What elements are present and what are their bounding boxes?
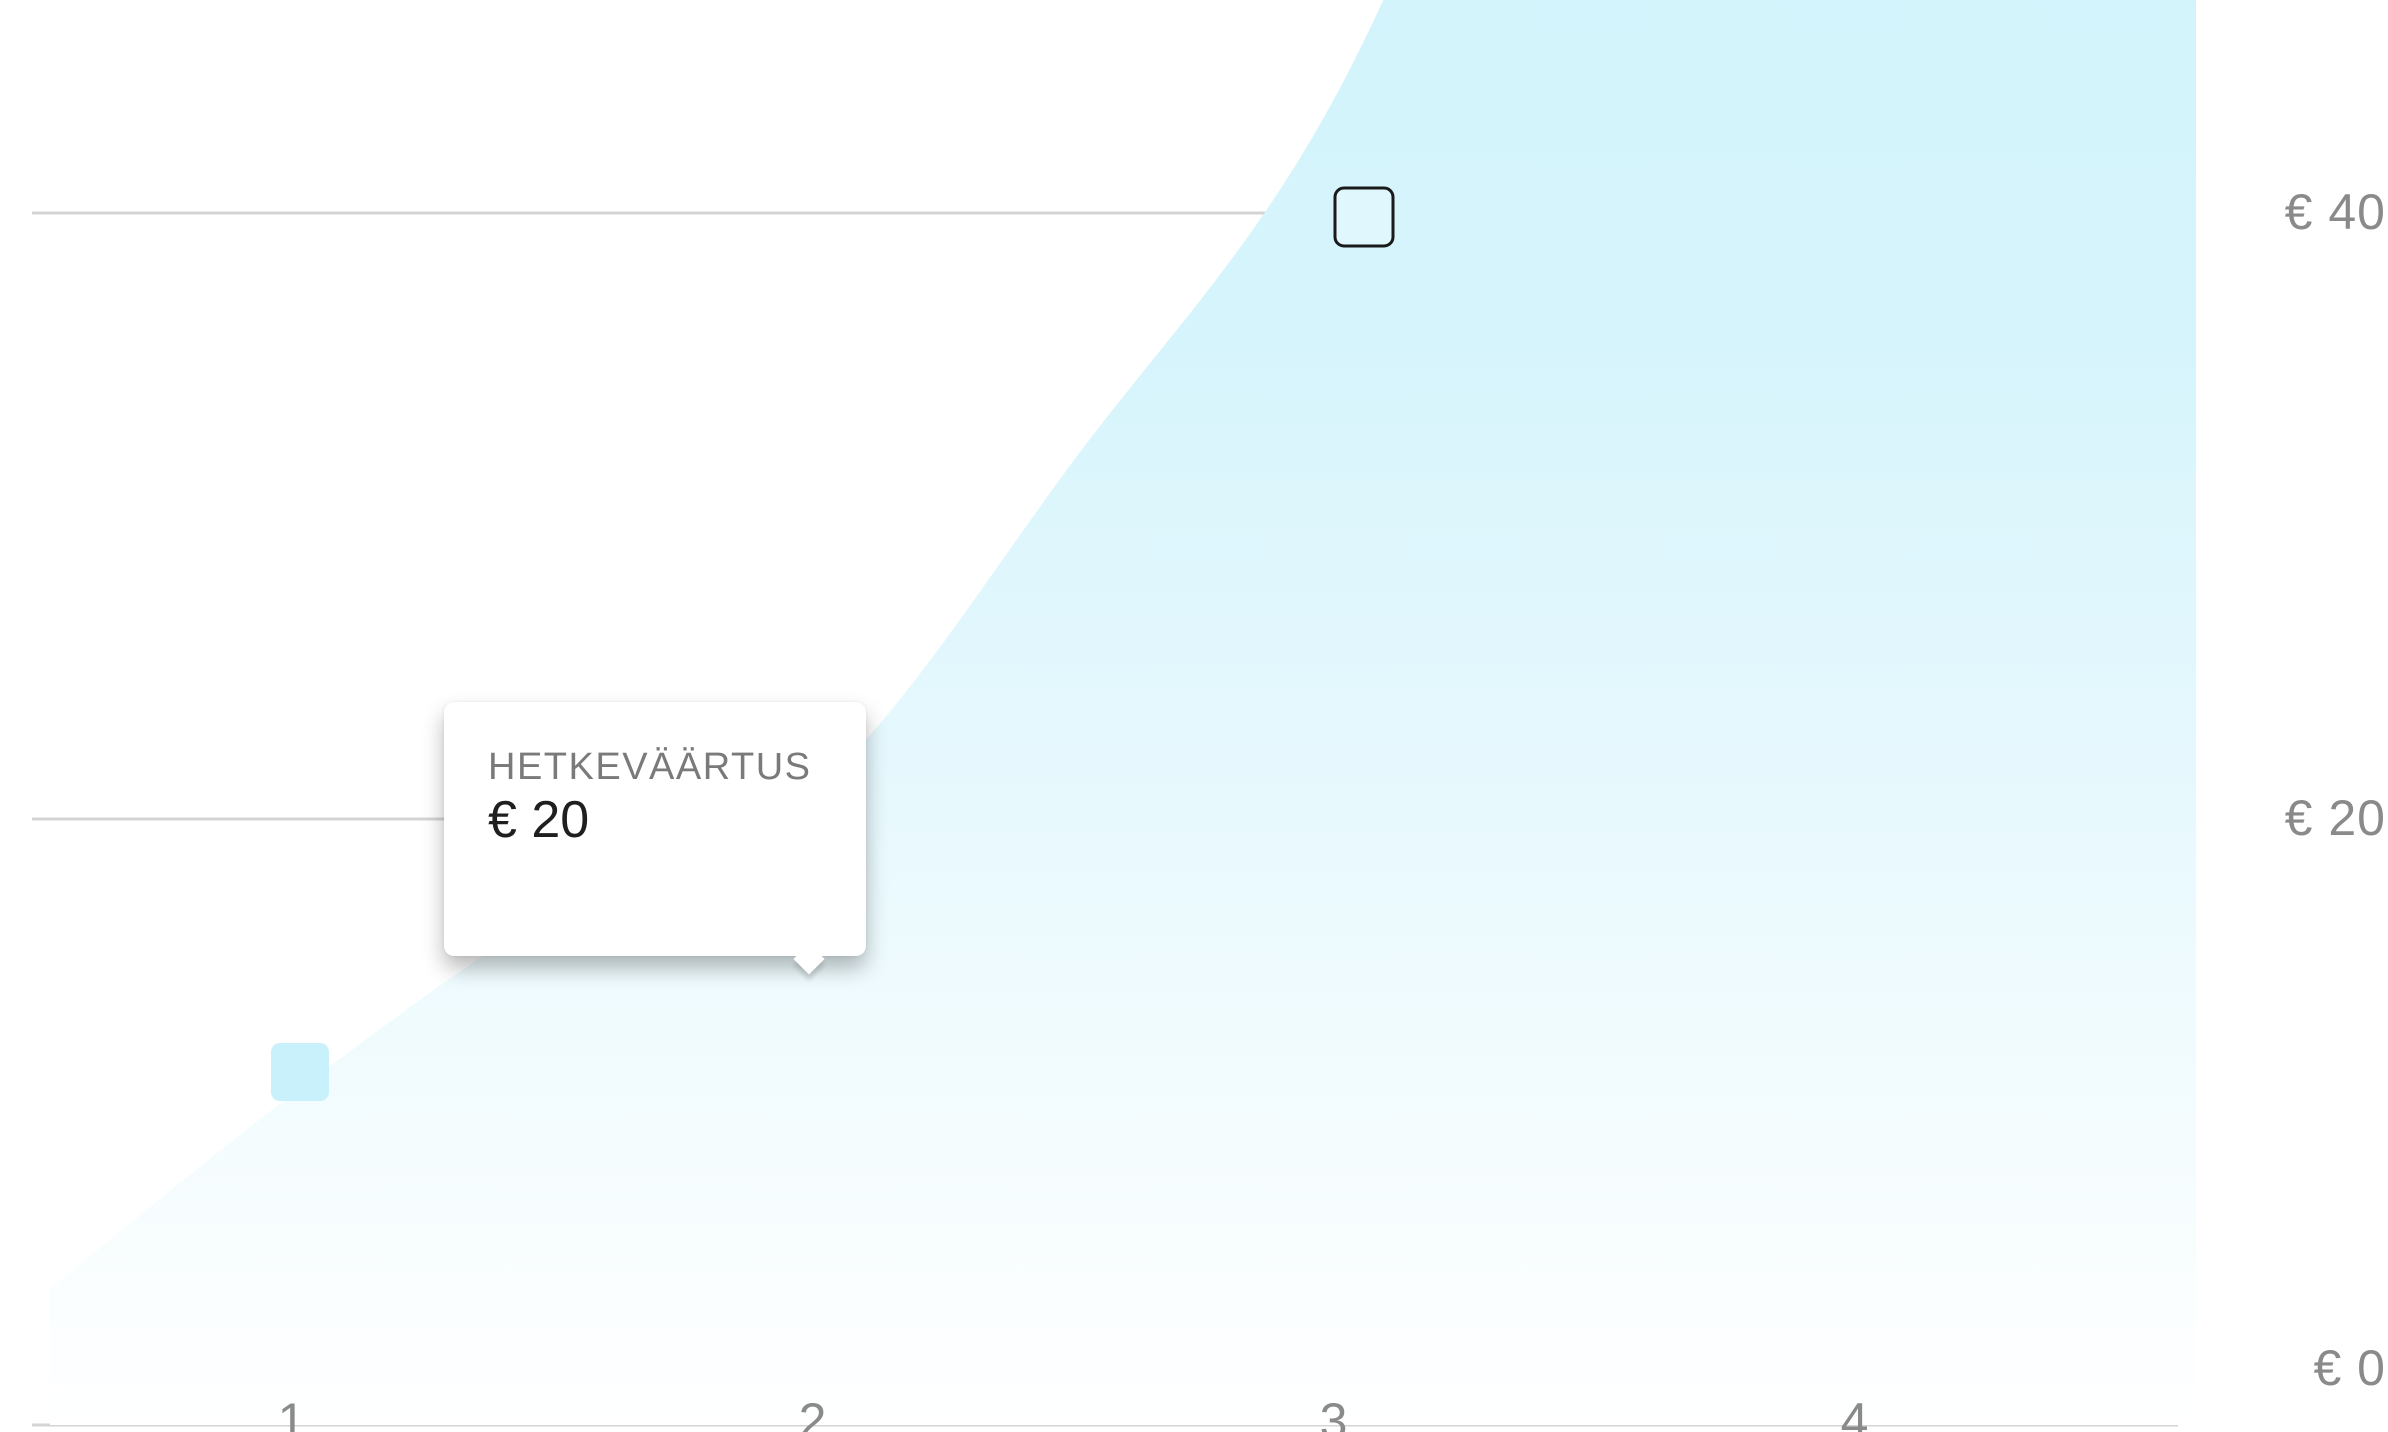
value-tooltip: HETKEVÄÄRTUS € 20 (444, 702, 866, 956)
x-axis-ticks: 1 2 3 4 (278, 1393, 1870, 1432)
x-tick-label: 4 (1841, 1393, 1870, 1432)
x-tick-label: 2 (799, 1393, 828, 1432)
area-series (50, 0, 2196, 1425)
x-tick-label: 3 (1320, 1393, 1349, 1432)
y-tick-label: € 40 (2285, 184, 2386, 240)
x-tick-label: 1 (278, 1393, 307, 1432)
tooltip-value: € 20 (488, 791, 590, 849)
data-point-1[interactable] (271, 1043, 329, 1101)
y-tick-label: € 0 (2313, 1340, 2386, 1396)
y-axis-ticks: € 0€ 20€ 40€ 60€ 80 (2285, 184, 2386, 1396)
data-point-3[interactable] (1333, 186, 1395, 248)
y-tick-label: € 20 (2285, 790, 2386, 846)
tooltip-label: HETKEVÄÄRTUS (488, 746, 812, 788)
